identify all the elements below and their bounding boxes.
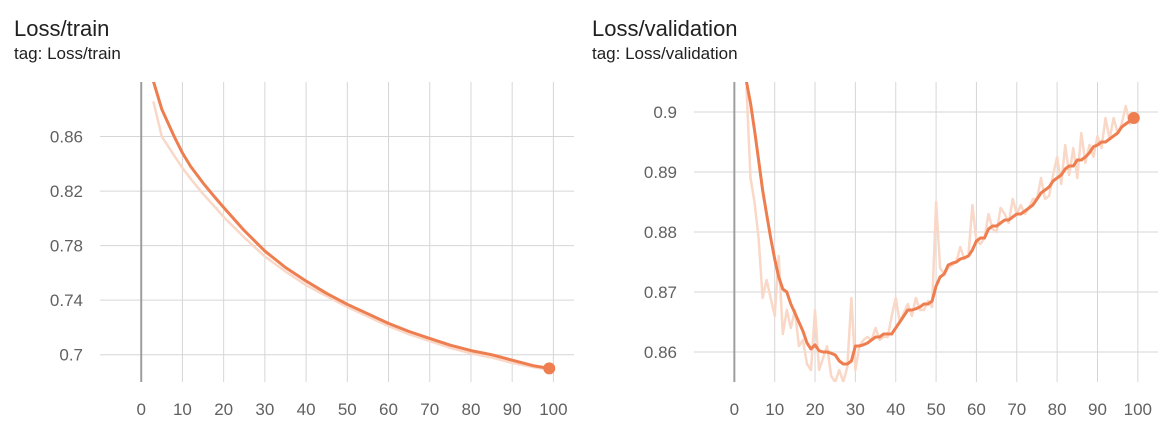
series-line-smoothed [152,82,551,370]
x-tick-label: 60 [379,400,398,419]
chart-plot-validation[interactable]: 0 10 20 30 40 50 60 70 80 90 100 0.86 0.87 0.88 0.89 0.… [584,0,1168,428]
x-tick-label: 100 [539,400,567,419]
x-tick-label: 80 [461,400,480,419]
y-tick-label: 0.86 [50,128,83,147]
series-line-raw [152,101,551,371]
y-tick-label: 0.74 [50,291,83,310]
chart-card-train: Loss/train tag: Loss/train 0 10 20 30 40 50 60… [0,0,584,428]
x-tick-label: 50 [338,400,357,419]
last-point-marker [543,362,556,375]
series-line-raw [745,86,1136,382]
y-tick-label: 0.82 [50,182,83,201]
x-tick-label: 80 [1048,400,1067,419]
x-tick-label: 10 [765,400,784,419]
last-point-marker [1127,112,1140,124]
series-line-smoothed [745,82,1136,366]
x-tick-label: 60 [967,400,986,419]
y-tick-label: 0.87 [644,283,677,302]
chart-title: Loss/train [14,16,110,41]
x-tick-label: 90 [1088,400,1107,419]
x-tick-label: 40 [886,400,905,419]
x-tick-label: 50 [927,400,946,419]
x-tick-label: 90 [503,400,522,419]
chart-tag: tag: Loss/train [14,44,121,63]
x-tick-label: 70 [420,400,439,419]
y-tick-label: 0.88 [644,223,677,242]
x-tick-label: 0 [136,400,145,419]
y-tick-label: 0.86 [644,343,677,362]
y-tick-label: 0.89 [644,163,677,182]
chart-tag: tag: Loss/validation [592,44,738,63]
x-tick-label: 70 [1007,400,1026,419]
x-tick-label: 100 [1124,400,1152,419]
x-tick-label: 0 [730,400,739,419]
x-tick-label: 40 [297,400,316,419]
chart-card-validation: Loss/validation tag: Loss/validation 0 10… [584,0,1168,428]
y-tick-label: 0.7 [59,346,83,365]
x-tick-label: 30 [846,400,865,419]
chart-title: Loss/validation [592,16,738,41]
x-tick-label: 20 [214,400,233,419]
y-tick-label: 0.78 [50,237,83,256]
x-tick-label: 30 [255,400,274,419]
x-tick-label: 20 [806,400,825,419]
chart-plot-train[interactable]: 0 10 20 30 40 50 60 70 80 90 100 0.7 0.74 0.78 0.82 0.8… [0,0,584,428]
y-tick-label: 0.9 [653,103,677,122]
x-tick-label: 10 [173,400,192,419]
